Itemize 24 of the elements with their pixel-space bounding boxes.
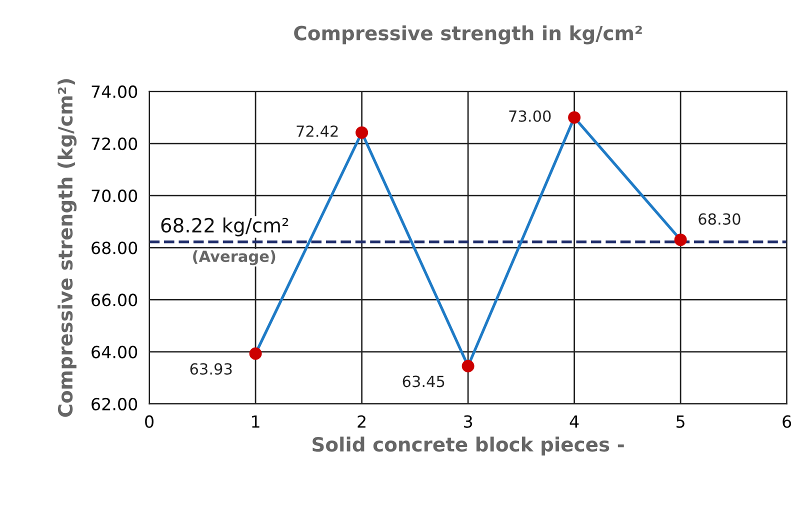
x-tick-label: 4	[570, 415, 579, 428]
data-label: 73.00	[509, 110, 551, 122]
chart-title: Compressive strength in kg/cm²	[294, 25, 642, 44]
data-label: 72.42	[296, 125, 338, 137]
y-tick-label: 68.00	[92, 242, 138, 254]
x-axis-title: Solid concrete block pieces -	[312, 436, 624, 456]
x-tick-label: 5	[676, 415, 684, 428]
y-tick-label: 70.00	[92, 190, 138, 202]
ref-line-label: 68.22 kg/cm²	[161, 218, 288, 236]
x-tick-label: 0	[145, 415, 154, 428]
y-tick-label: 72.00	[92, 137, 138, 150]
annotation: (Average)	[193, 250, 276, 266]
x-tick-label: 2	[358, 415, 366, 428]
x-tick-label: 6	[782, 415, 792, 428]
data-label: 68.30	[698, 213, 740, 225]
y-tick-label: 64.00	[92, 346, 138, 358]
data-label: 63.45	[402, 376, 444, 388]
y-tick-label: 74.00	[92, 85, 138, 98]
x-tick-label: 1	[252, 415, 260, 428]
data-label: 63.93	[190, 363, 232, 375]
x-tick-label: 3	[464, 415, 472, 428]
y-tick-label: 66.00	[92, 294, 138, 306]
y-tick-label: 62.00	[92, 398, 138, 410]
y-axis-title: Compressive strength (kg/cm²)	[58, 79, 77, 417]
